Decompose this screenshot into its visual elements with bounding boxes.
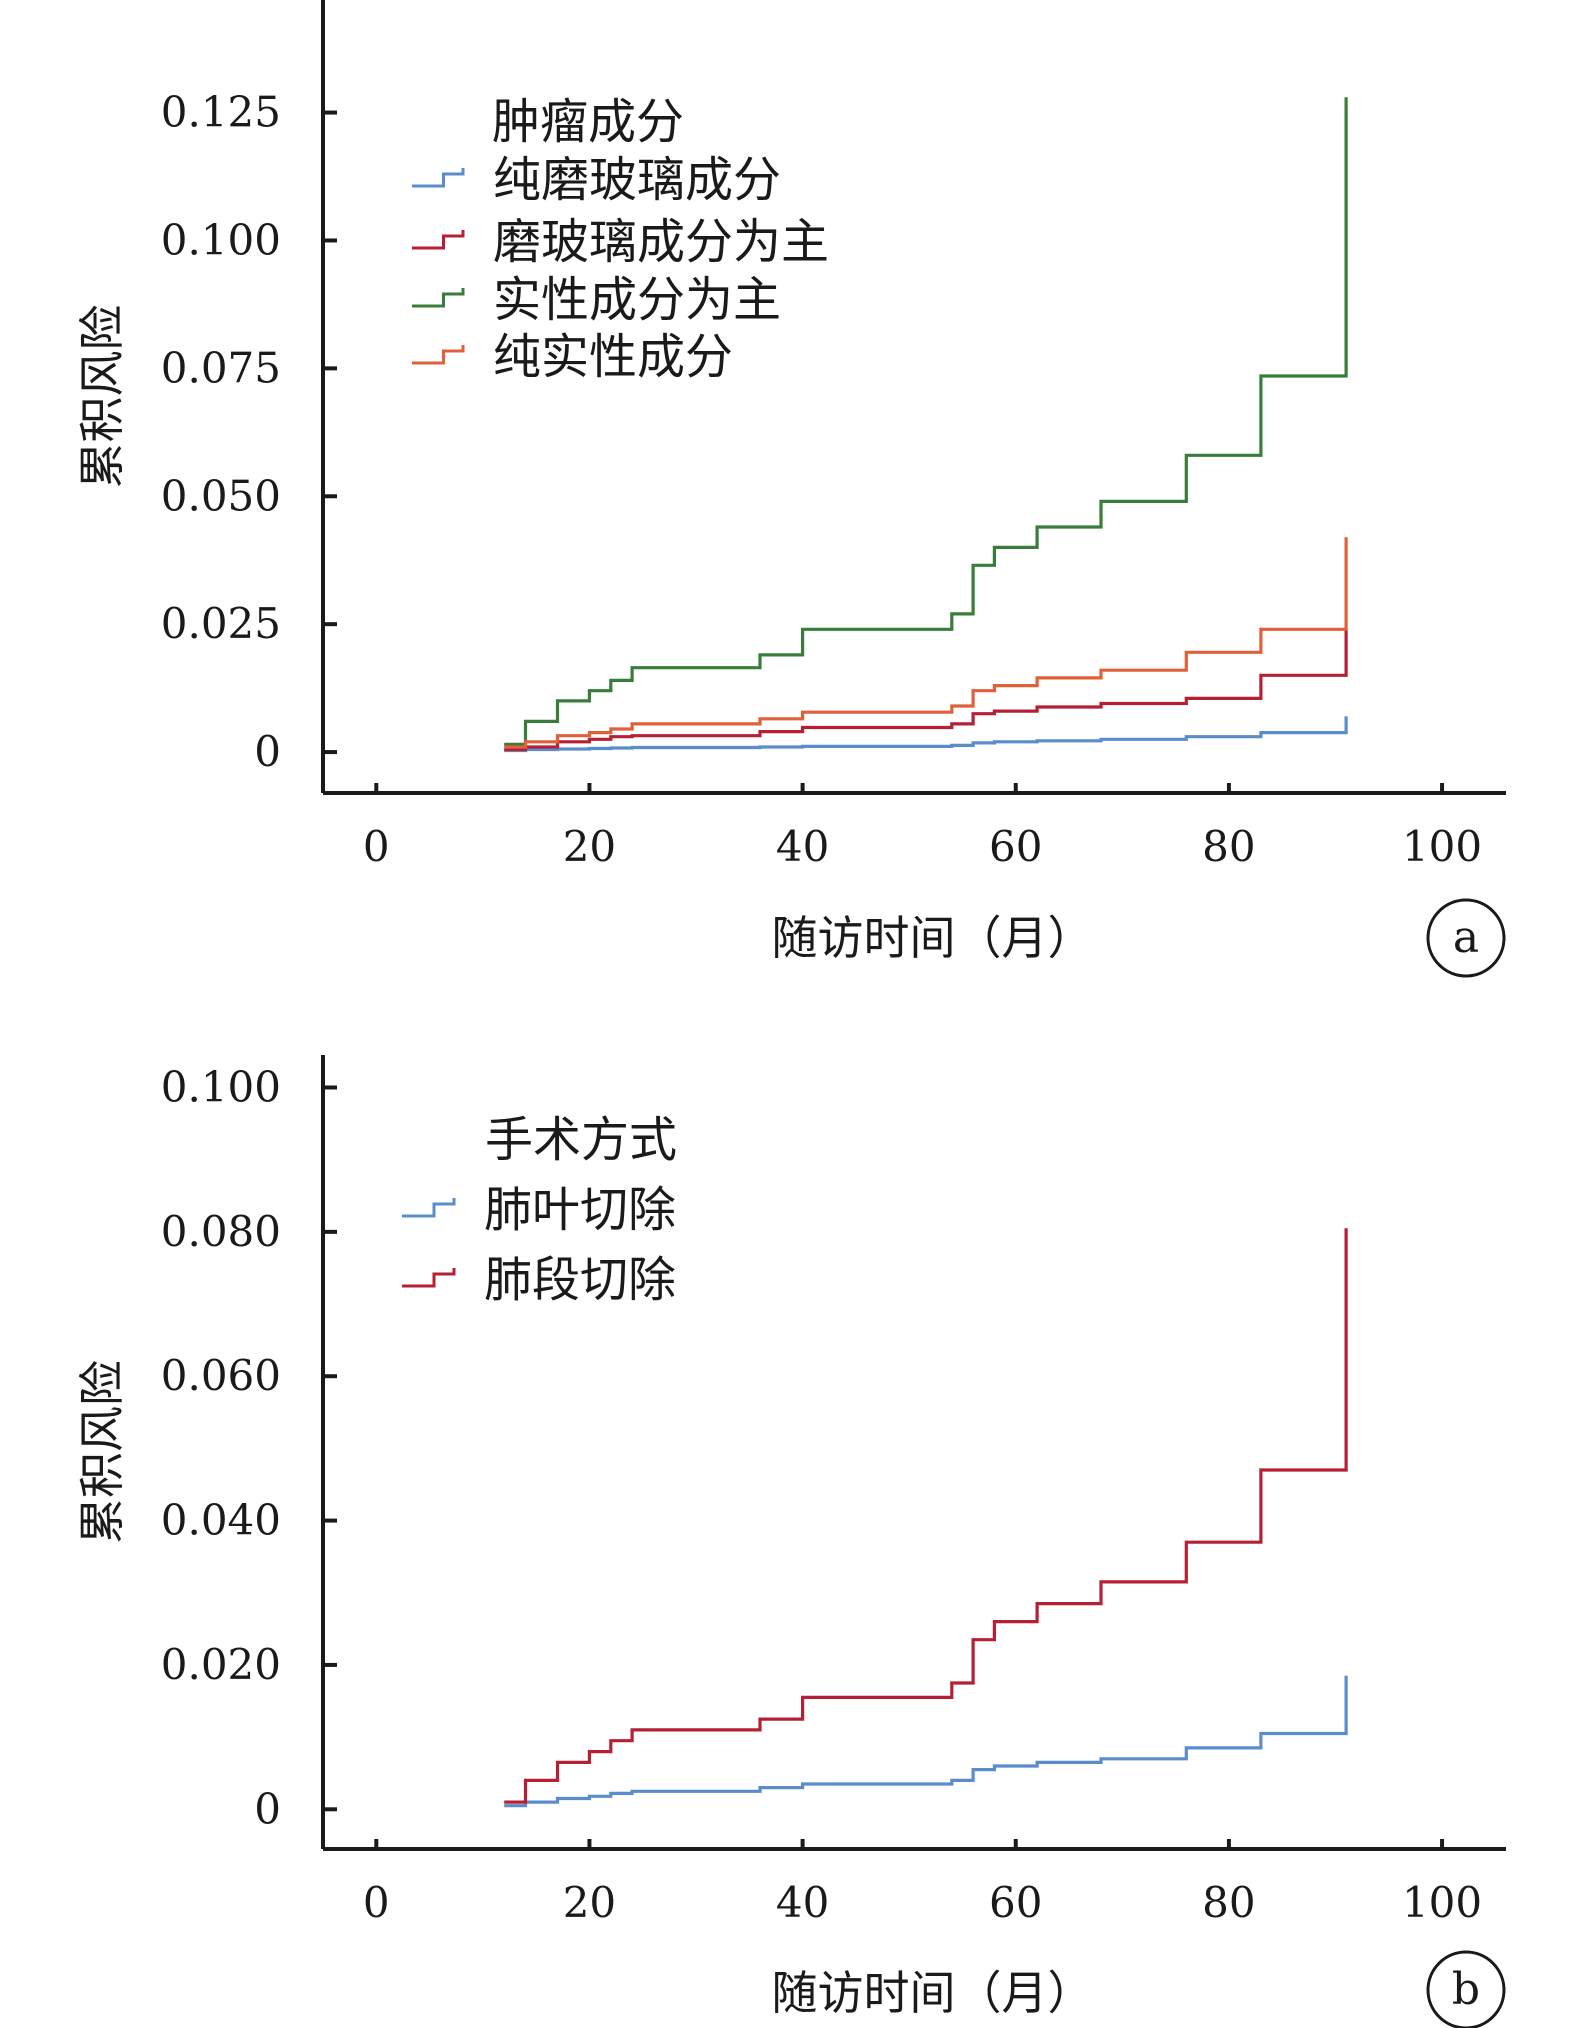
legend-label: 纯实性成分: [493, 329, 733, 385]
legend-label: 肺叶切除: [484, 1182, 676, 1238]
x-tick-label: 20: [563, 1878, 616, 1927]
y-tick-label: 0.060: [161, 1351, 281, 1400]
y-tick-label: 0: [254, 727, 281, 776]
panel-label: b: [1452, 1964, 1480, 2015]
y-tick-label: 0.025: [161, 599, 281, 648]
series-line: [504, 1675, 1348, 1808]
legend-label: 磨玻璃成分为主: [493, 214, 829, 270]
y-axis-label: 累积风险: [75, 1360, 129, 1544]
y-tick-label: 0.050: [161, 471, 281, 520]
x-tick-label: 100: [1402, 822, 1482, 871]
y-tick-label: 0: [254, 1784, 281, 1833]
panel-label-circle: [1426, 898, 1506, 978]
y-tick-label: 0.100: [161, 215, 281, 264]
series-line: [504, 97, 1348, 746]
y-tick-label: 0.020: [161, 1640, 281, 1689]
y-axis-label: 累积风险: [75, 305, 129, 489]
x-tick-label: 20: [563, 822, 616, 871]
legend-swatch: [412, 168, 465, 188]
legend-title: 肿瘤成分: [492, 94, 684, 150]
series-line: [504, 629, 1348, 752]
legend-swatch: [402, 1198, 456, 1218]
legend-label: 实性成分为主: [493, 272, 781, 328]
legend-swatch: [412, 345, 465, 365]
y-tick-label: 0.075: [161, 343, 281, 392]
y-tick-label: 0.040: [161, 1496, 281, 1545]
series-line: [504, 716, 1348, 753]
y-tick-label: 0.125: [161, 88, 281, 137]
x-tick-label: 0: [363, 1878, 390, 1927]
x-tick-label: 60: [989, 1878, 1042, 1927]
legend-label: 纯磨玻璃成分: [493, 152, 781, 208]
y-tick-label: 0.100: [161, 1062, 281, 1111]
chart-panel-b: 0 20 40 60 80 100 0 0.020 0.040 0.060 0.080 0.100 累积…: [75, 1055, 1506, 2028]
x-tick-label: 100: [1402, 1878, 1482, 1927]
series-line: [504, 1228, 1348, 1804]
panel-label: a: [1453, 912, 1479, 963]
x-tick-label: 0: [363, 822, 390, 871]
y-tick-label: 0.080: [161, 1207, 281, 1256]
legend-label: 肺段切除: [484, 1252, 676, 1308]
x-axis-label: 随访时间（月）: [772, 1966, 1094, 2020]
panel-label-circle: [1426, 1950, 1506, 2028]
series-line: [504, 537, 1348, 749]
x-tick-label: 80: [1202, 822, 1255, 871]
x-tick-label: 40: [776, 1878, 829, 1927]
x-axis-label: 随访时间（月）: [772, 911, 1094, 965]
legend-swatch: [412, 288, 465, 308]
x-tick-label: 60: [989, 822, 1042, 871]
legend-swatch: [412, 230, 465, 250]
chart-panel-a: 0 20 40 60 80 100 0 0.025 0.050 0.075 0.100 0.125 累积…: [75, 0, 1506, 978]
legend-swatch: [402, 1268, 456, 1288]
x-tick-label: 80: [1202, 1878, 1255, 1927]
x-tick-label: 40: [776, 822, 829, 871]
legend-title: 手术方式: [485, 1112, 677, 1168]
